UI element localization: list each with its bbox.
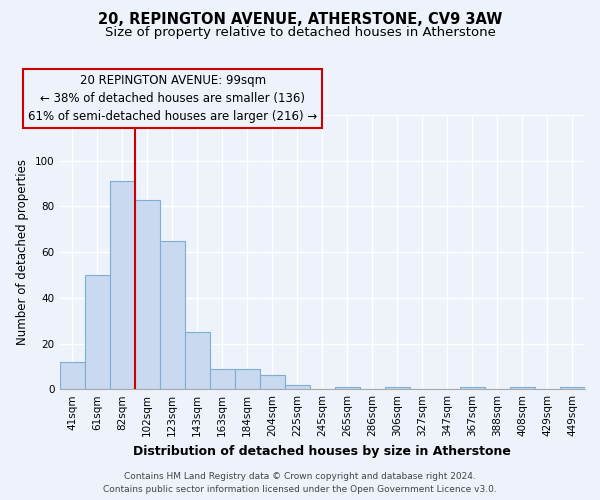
Bar: [460, 387, 485, 389]
Text: 20 REPINGTON AVENUE: 99sqm
← 38% of detached houses are smaller (136)
61% of sem: 20 REPINGTON AVENUE: 99sqm ← 38% of deta…: [28, 74, 317, 123]
Y-axis label: Number of detached properties: Number of detached properties: [16, 159, 29, 345]
Text: 20, REPINGTON AVENUE, ATHERSTONE, CV9 3AW: 20, REPINGTON AVENUE, ATHERSTONE, CV9 3A…: [98, 12, 502, 28]
Bar: [335, 387, 360, 389]
Bar: [185, 332, 210, 389]
Bar: [134, 200, 160, 389]
Bar: [235, 368, 260, 389]
Text: Contains HM Land Registry data © Crown copyright and database right 2024.
Contai: Contains HM Land Registry data © Crown c…: [103, 472, 497, 494]
Bar: [260, 376, 285, 389]
Bar: [160, 240, 185, 389]
Bar: [85, 275, 110, 389]
Bar: [560, 387, 585, 389]
Bar: [385, 387, 410, 389]
Bar: [59, 362, 85, 389]
Bar: [285, 384, 310, 389]
X-axis label: Distribution of detached houses by size in Atherstone: Distribution of detached houses by size …: [133, 444, 511, 458]
Bar: [210, 368, 235, 389]
Bar: [510, 387, 535, 389]
Text: Size of property relative to detached houses in Atherstone: Size of property relative to detached ho…: [104, 26, 496, 39]
Bar: [110, 182, 134, 389]
